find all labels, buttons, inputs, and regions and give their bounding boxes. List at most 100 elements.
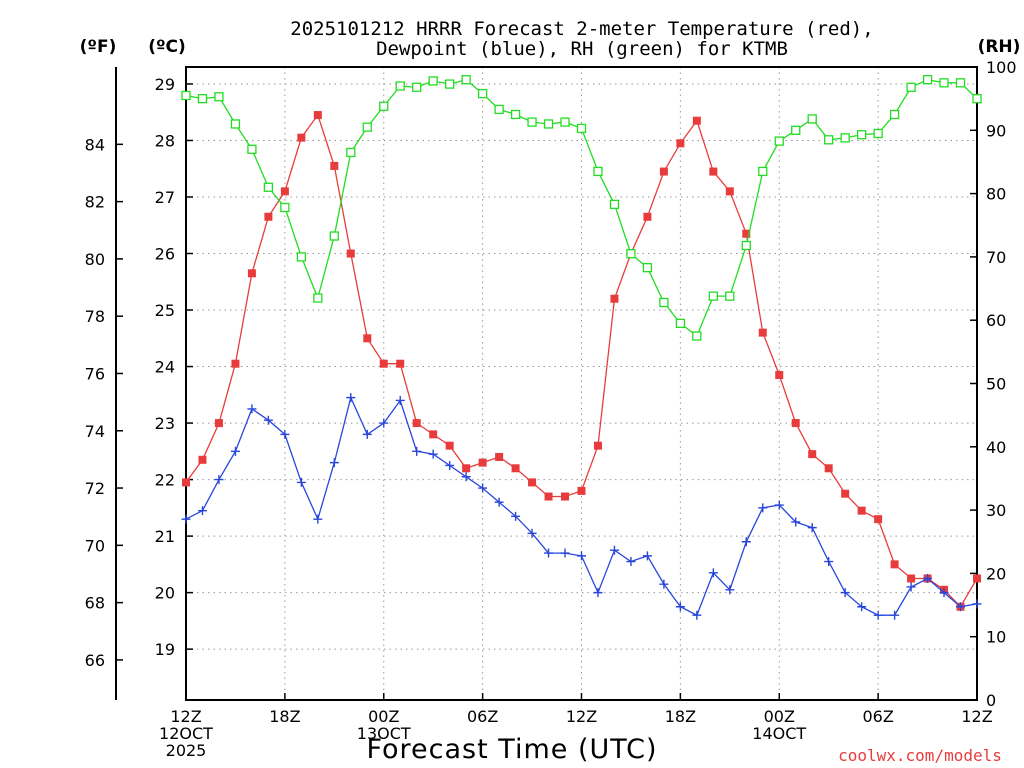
temperature-series bbox=[182, 111, 981, 611]
x-tick-label: 12Z bbox=[566, 707, 597, 726]
dewpoint-point bbox=[181, 514, 191, 524]
x-tick-label: 12Z bbox=[170, 707, 201, 726]
temperature-point bbox=[462, 464, 471, 473]
dewpoint-point bbox=[923, 573, 933, 583]
temperature-point bbox=[478, 458, 487, 467]
temperature-point bbox=[643, 212, 652, 221]
temperature-point bbox=[577, 486, 586, 495]
dewpoint-point bbox=[824, 557, 834, 567]
rh-point bbox=[197, 94, 208, 104]
rh-point bbox=[329, 231, 339, 241]
rh-point bbox=[313, 293, 323, 303]
rh-point bbox=[445, 79, 455, 89]
dewpoint-point bbox=[675, 602, 685, 612]
rh-point bbox=[675, 318, 686, 329]
dewpoint-point bbox=[280, 429, 290, 439]
dewpoint-point bbox=[890, 610, 900, 620]
dewpoint-point bbox=[263, 415, 273, 425]
x-tick-date-label: 14OCT bbox=[752, 724, 806, 743]
temperature-point bbox=[330, 161, 339, 170]
dewpoint-series bbox=[181, 393, 982, 620]
rh-point bbox=[379, 101, 389, 111]
gridlines bbox=[186, 67, 977, 700]
dewpoint-point bbox=[840, 588, 850, 598]
rh-point bbox=[972, 94, 982, 104]
celsius-tick-label: 24 bbox=[155, 358, 175, 377]
rh-point bbox=[906, 82, 916, 92]
temperature-point bbox=[808, 450, 817, 459]
dewpoint-point bbox=[725, 585, 735, 595]
rh-point bbox=[263, 182, 274, 192]
dewpoint-point bbox=[412, 446, 422, 456]
temperature-point bbox=[775, 371, 784, 380]
dewpoint-point bbox=[692, 610, 702, 620]
dewpoint-point bbox=[362, 429, 372, 439]
temperature-point bbox=[495, 452, 504, 461]
dewpoint-point bbox=[296, 477, 306, 487]
temperature-point bbox=[297, 133, 306, 142]
temperature-point bbox=[396, 359, 405, 368]
temperature-point bbox=[231, 359, 240, 368]
rh-point bbox=[873, 128, 883, 139]
rh-point bbox=[280, 202, 290, 213]
data-series bbox=[181, 75, 982, 620]
dewpoint-point bbox=[791, 517, 801, 527]
dewpoint-point bbox=[379, 418, 389, 428]
rh-point bbox=[939, 78, 949, 88]
celsius-tick-label: 29 bbox=[155, 75, 175, 94]
dewpoint-point bbox=[197, 506, 207, 516]
rh-tick-label: 90 bbox=[986, 121, 1006, 140]
dewpoint-point bbox=[445, 460, 455, 470]
temperature-point bbox=[264, 212, 273, 221]
x-axis-title: Forecast Time (UTC) bbox=[366, 734, 657, 765]
dewpoint-point bbox=[972, 599, 982, 609]
temperature-point bbox=[511, 464, 520, 473]
rh-point bbox=[824, 135, 834, 145]
temperature-point bbox=[659, 167, 668, 176]
x-tick-label: 00Z bbox=[764, 707, 795, 726]
rh-tick-label: 10 bbox=[986, 628, 1006, 647]
temperature-point bbox=[709, 167, 718, 176]
chart-title-line-1: 2025101212 HRRR Forecast 2-meter Tempera… bbox=[290, 18, 873, 40]
rh-tick-label: 100 bbox=[986, 58, 1017, 77]
rh-point bbox=[230, 119, 241, 129]
celsius-tick-label: 27 bbox=[155, 188, 175, 207]
temperature-point bbox=[182, 478, 190, 487]
temperature-point bbox=[379, 359, 388, 368]
dewpoint-point bbox=[807, 523, 817, 533]
dewpoint-point bbox=[642, 551, 652, 561]
fahrenheit-tick-label: 66 bbox=[85, 651, 105, 670]
fahrenheit-tick-label: 68 bbox=[85, 594, 105, 613]
dewpoint-point bbox=[230, 446, 240, 456]
dewpoint-point bbox=[741, 537, 751, 547]
rh-point bbox=[576, 123, 587, 134]
rh-point bbox=[214, 92, 224, 102]
dewpoint-point bbox=[857, 602, 867, 612]
dewpoint-point bbox=[560, 548, 570, 558]
rh-point bbox=[181, 90, 191, 101]
temperature-point bbox=[593, 441, 602, 450]
rh-tick-label: 50 bbox=[986, 375, 1006, 394]
temperature-point bbox=[313, 111, 322, 120]
credit-text: coolwx.com/models bbox=[838, 746, 1002, 765]
rh-point bbox=[428, 76, 438, 86]
rh-series bbox=[181, 75, 982, 341]
chart-title-line-2: Dewpoint (blue), RH (green) for KTMB bbox=[376, 38, 788, 60]
rh-point bbox=[510, 109, 521, 120]
celsius-tick-label: 21 bbox=[155, 527, 175, 546]
rh-point bbox=[840, 133, 850, 143]
celsius-tick-label: 28 bbox=[155, 131, 175, 150]
temperature-point bbox=[676, 139, 685, 148]
temperature-point bbox=[445, 441, 454, 450]
rh-point bbox=[346, 147, 356, 158]
dewpoint-point bbox=[511, 511, 521, 521]
x-tick-label: 00Z bbox=[368, 707, 399, 726]
dewpoint-point bbox=[329, 458, 339, 468]
dewpoint-point bbox=[395, 395, 405, 405]
celsius-tick-label: 20 bbox=[155, 584, 175, 603]
temperature-point bbox=[429, 430, 438, 439]
temperature-point bbox=[412, 419, 421, 428]
fahrenheit-tick-label: 76 bbox=[85, 364, 105, 383]
dewpoint-point bbox=[577, 551, 586, 561]
rh-point bbox=[774, 136, 784, 146]
